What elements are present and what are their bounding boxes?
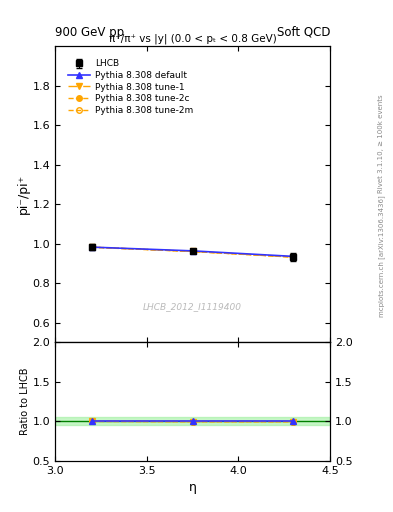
Bar <box>55 417 330 425</box>
Y-axis label: pi⁻/pi⁺: pi⁻/pi⁺ <box>17 174 29 215</box>
Pythia 8.308 tune-2m <box>190 248 195 254</box>
Pythia 8.308 default <box>89 244 94 250</box>
Pythia 8.308 default <box>291 253 296 260</box>
Pythia 8.308 tune-1 <box>291 254 296 260</box>
Pythia 8.308 tune-2c <box>190 248 195 254</box>
Pythia 8.308 default <box>190 248 195 254</box>
Pythia 8.308 tune-2m <box>89 244 94 250</box>
Text: Soft QCD: Soft QCD <box>277 26 330 39</box>
Line: Pythia 8.308 tune-2c: Pythia 8.308 tune-2c <box>89 244 296 260</box>
Line: Pythia 8.308 tune-2m: Pythia 8.308 tune-2m <box>89 245 296 260</box>
Legend: LHCB, Pythia 8.308 default, Pythia 8.308 tune-1, Pythia 8.308 tune-2c, Pythia 8.: LHCB, Pythia 8.308 default, Pythia 8.308… <box>65 56 196 118</box>
Pythia 8.308 tune-1 <box>89 244 94 250</box>
Pythia 8.308 tune-2m <box>291 254 296 260</box>
Text: LHCB_2012_I1119400: LHCB_2012_I1119400 <box>143 302 242 311</box>
Text: 900 GeV pp: 900 GeV pp <box>55 26 124 39</box>
X-axis label: η: η <box>189 481 196 494</box>
Text: Rivet 3.1.10, ≥ 100k events: Rivet 3.1.10, ≥ 100k events <box>378 94 384 193</box>
Title: π⁻/π⁺ vs |y| (0.0 < pₜ < 0.8 GeV): π⁻/π⁺ vs |y| (0.0 < pₜ < 0.8 GeV) <box>109 34 276 45</box>
Line: Pythia 8.308 default: Pythia 8.308 default <box>89 244 296 259</box>
Y-axis label: Ratio to LHCB: Ratio to LHCB <box>20 368 29 435</box>
Pythia 8.308 tune-2c <box>89 244 94 250</box>
Line: Pythia 8.308 tune-1: Pythia 8.308 tune-1 <box>89 244 296 260</box>
Pythia 8.308 tune-2c <box>291 254 296 260</box>
Text: mcplots.cern.ch [arXiv:1306.3436]: mcplots.cern.ch [arXiv:1306.3436] <box>378 195 385 317</box>
Pythia 8.308 tune-1 <box>190 248 195 254</box>
